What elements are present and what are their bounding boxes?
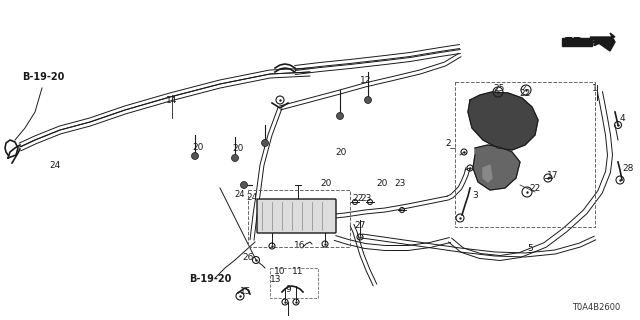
Text: 22: 22: [529, 183, 541, 193]
Text: B-19-20: B-19-20: [22, 72, 65, 82]
Text: 3: 3: [472, 190, 478, 199]
Text: B-19-20: B-19-20: [189, 274, 231, 284]
Text: 13: 13: [270, 276, 282, 284]
Text: 16: 16: [294, 241, 306, 250]
Bar: [455, 82, 595, 227]
Circle shape: [232, 155, 239, 162]
Circle shape: [262, 140, 269, 147]
Circle shape: [191, 153, 198, 159]
FancyBboxPatch shape: [257, 199, 336, 233]
Text: 8: 8: [483, 171, 489, 180]
Text: 20: 20: [320, 179, 332, 188]
Text: 17: 17: [547, 171, 559, 180]
Text: 18: 18: [319, 209, 331, 218]
Text: 22: 22: [520, 89, 531, 98]
Text: 26: 26: [243, 253, 253, 262]
Text: 23: 23: [394, 179, 406, 188]
Text: 15: 15: [240, 287, 252, 297]
Text: 20: 20: [376, 179, 388, 188]
Text: 10: 10: [275, 268, 285, 276]
Text: 7: 7: [485, 154, 491, 163]
Text: 21: 21: [293, 204, 305, 212]
Text: 24: 24: [246, 193, 258, 202]
Text: T0A4B2600: T0A4B2600: [572, 303, 620, 313]
Circle shape: [337, 113, 344, 119]
Text: 11: 11: [292, 268, 304, 276]
Text: 24: 24: [234, 190, 245, 199]
Bar: [270, 268, 318, 298]
Text: 4: 4: [619, 114, 625, 123]
Text: 25: 25: [493, 84, 505, 92]
Text: 5: 5: [527, 244, 533, 252]
Polygon shape: [483, 165, 492, 182]
Circle shape: [241, 181, 248, 188]
Text: 9: 9: [285, 285, 291, 294]
Text: 23: 23: [360, 194, 372, 203]
Circle shape: [365, 97, 371, 103]
Bar: [248, 190, 350, 247]
Text: 27: 27: [355, 220, 365, 229]
Text: 28: 28: [622, 164, 634, 172]
Polygon shape: [468, 92, 538, 150]
Polygon shape: [562, 38, 592, 46]
Text: 6: 6: [274, 211, 280, 220]
Text: 20: 20: [232, 143, 244, 153]
Text: 22: 22: [353, 194, 364, 203]
Text: 24: 24: [49, 161, 61, 170]
Text: 20: 20: [335, 148, 347, 156]
Text: 2: 2: [445, 139, 451, 148]
Text: 19: 19: [266, 210, 278, 219]
Text: 20: 20: [192, 142, 204, 151]
Text: 12: 12: [360, 76, 372, 84]
Polygon shape: [590, 33, 615, 51]
Text: FR.: FR.: [564, 36, 589, 50]
Text: 14: 14: [166, 95, 178, 105]
Text: 1: 1: [592, 84, 598, 92]
Polygon shape: [473, 145, 520, 190]
